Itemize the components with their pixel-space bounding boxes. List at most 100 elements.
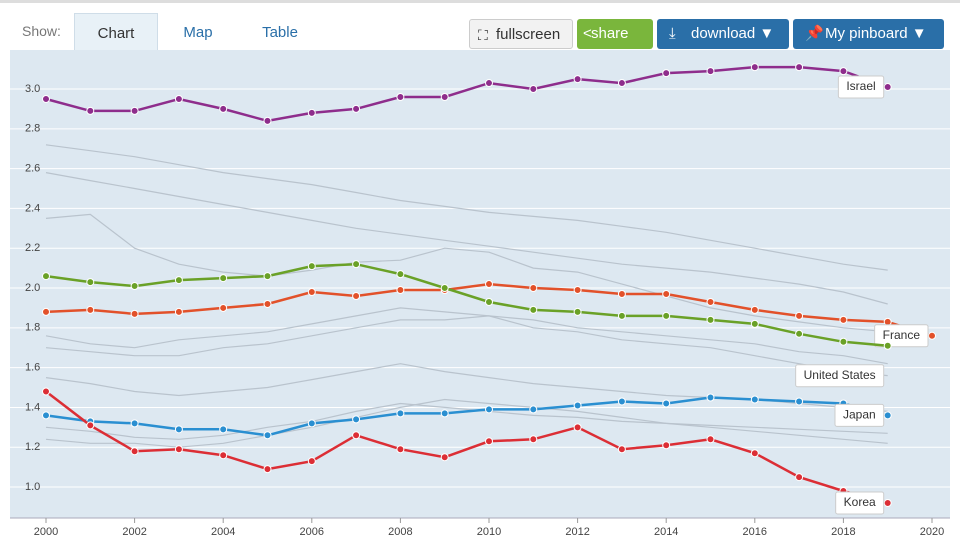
series-label: United States <box>795 364 885 388</box>
point <box>529 305 538 314</box>
point <box>839 67 848 76</box>
point <box>706 393 715 402</box>
point <box>485 405 493 414</box>
point <box>750 63 759 72</box>
tab[interactable]: Chart <box>74 13 158 54</box>
point <box>750 305 759 314</box>
point <box>839 337 848 346</box>
point <box>219 104 228 113</box>
point <box>174 445 183 454</box>
point <box>86 106 95 115</box>
point <box>307 288 316 297</box>
button-label: download ▼ <box>691 25 775 42</box>
point <box>396 409 405 418</box>
background-line <box>45 315 888 377</box>
series-line <box>45 396 889 437</box>
point <box>662 290 671 299</box>
x-tick-label: 2012 <box>565 526 589 538</box>
point <box>307 108 316 117</box>
series-label: Israel <box>837 75 885 99</box>
point <box>219 303 228 312</box>
point <box>174 276 183 285</box>
point <box>352 104 361 113</box>
point <box>529 284 538 293</box>
point <box>352 260 361 269</box>
point <box>396 286 405 295</box>
point <box>662 69 671 78</box>
series-name: Japan <box>843 408 876 422</box>
label-box <box>795 364 885 388</box>
point <box>617 311 626 320</box>
point <box>573 307 582 316</box>
point <box>263 431 272 440</box>
point <box>573 286 582 295</box>
series-label: Japan <box>834 403 885 427</box>
x-tick-label: 2002 <box>122 526 146 538</box>
point <box>662 399 671 408</box>
tab[interactable]: Table <box>262 24 298 41</box>
point <box>795 311 804 320</box>
point <box>617 290 626 299</box>
point <box>42 307 50 316</box>
y-tick-label: 1.0 <box>25 481 40 493</box>
share-button[interactable]: < share <box>577 19 653 49</box>
series-name: Israel <box>846 79 875 93</box>
point <box>86 305 95 314</box>
point <box>440 409 449 418</box>
point <box>883 83 892 92</box>
point <box>174 94 183 103</box>
x-tick-label: 2004 <box>211 526 235 538</box>
background-line <box>45 172 888 305</box>
point <box>795 397 804 406</box>
point <box>617 397 626 406</box>
x-tick-label: 2014 <box>654 526 678 538</box>
point <box>573 401 582 410</box>
point <box>174 425 183 434</box>
point <box>706 435 715 444</box>
y-tick-label: 2.0 <box>25 282 40 294</box>
button-label: share <box>591 25 629 42</box>
point <box>352 415 361 424</box>
download-button[interactable]: ⤓ download ▼ <box>657 19 789 49</box>
point <box>839 315 848 324</box>
point <box>750 395 759 404</box>
point <box>617 445 626 454</box>
point <box>706 315 715 324</box>
series-line <box>45 65 889 123</box>
chart: 1.0 1.2 1.4 1.6 1.8 2.0 2.2 2.4 2.6 2.8 3.0 2000 200… <box>10 50 950 538</box>
point <box>263 272 272 281</box>
x-tick-label: 2000 <box>34 526 58 538</box>
point <box>795 329 804 338</box>
x-tick-label: 2008 <box>388 526 412 538</box>
point <box>396 92 405 101</box>
background-line <box>45 213 888 333</box>
point <box>485 79 493 88</box>
series-name: United States <box>804 368 876 382</box>
label-box <box>834 403 885 427</box>
background-line <box>45 402 888 440</box>
tab[interactable]: Map <box>183 24 213 41</box>
y-tick-label: 1.6 <box>25 362 40 374</box>
plot-background <box>10 50 950 518</box>
fullscreen-button[interactable]: ⛶ fullscreen <box>469 19 573 49</box>
show-label: Show: <box>22 23 61 39</box>
point <box>662 441 671 450</box>
point <box>352 292 361 301</box>
pinboard-button[interactable]: 📌 My pinboard ▼ <box>793 19 944 49</box>
point <box>795 473 804 482</box>
y-tick-label: 1.2 <box>25 441 40 453</box>
point <box>42 411 50 420</box>
y-tick-label: 3.0 <box>25 83 40 95</box>
point <box>396 270 405 279</box>
point <box>42 272 50 281</box>
point <box>529 435 538 444</box>
point <box>130 282 139 291</box>
button-label: fullscreen <box>496 26 561 43</box>
y-tick-label: 2.6 <box>25 163 40 175</box>
background-line <box>45 144 888 271</box>
point <box>440 453 449 462</box>
button-label: My pinboard ▼ <box>825 25 927 42</box>
point <box>750 449 759 458</box>
series-line <box>45 262 888 348</box>
point <box>883 341 892 350</box>
